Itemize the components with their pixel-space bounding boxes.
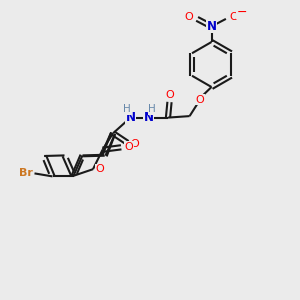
Text: N: N	[125, 111, 136, 124]
Text: −: −	[236, 6, 247, 19]
Text: O: O	[196, 94, 205, 105]
Text: Br: Br	[19, 168, 33, 178]
Text: O: O	[130, 139, 140, 149]
Text: H: H	[148, 104, 156, 114]
Text: O: O	[95, 164, 104, 174]
Text: O: O	[230, 12, 238, 22]
Text: O: O	[184, 11, 193, 22]
Text: O: O	[165, 89, 174, 100]
Text: N: N	[143, 111, 154, 124]
Text: N: N	[206, 20, 217, 33]
Text: H: H	[123, 104, 131, 114]
Text: O: O	[124, 142, 133, 152]
